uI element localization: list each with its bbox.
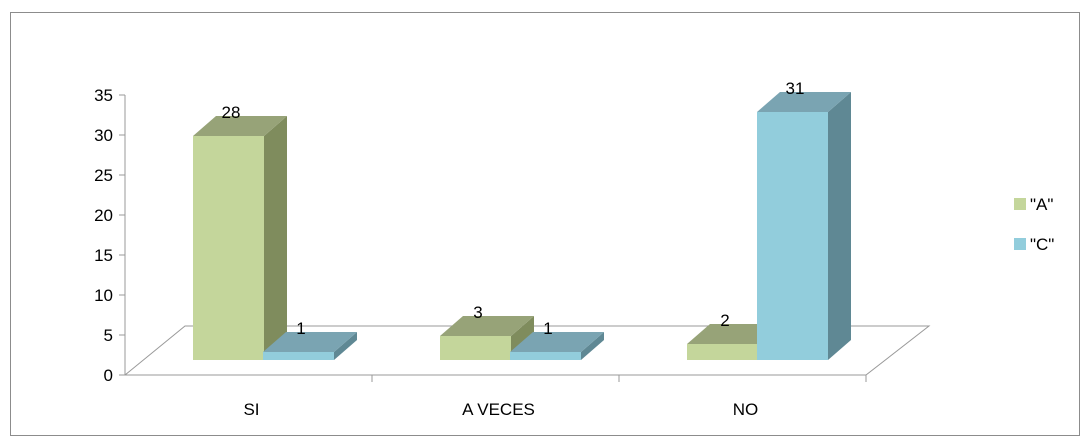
bar	[510, 332, 604, 360]
y-axis: 0 5 10 15 20 25 30 35	[94, 86, 126, 385]
bar	[263, 332, 357, 360]
x-axis: SI A VECES NO	[125, 374, 867, 419]
legend-entry: "A"	[1014, 195, 1053, 214]
bar-side	[581, 332, 604, 360]
x-tick-label: A VECES	[462, 400, 535, 419]
bar-top	[440, 316, 534, 336]
legend-label: "A"	[1030, 195, 1053, 214]
x-tick-label: SI	[243, 400, 259, 419]
bar-front	[757, 112, 828, 360]
bar-front	[193, 136, 264, 360]
bar	[193, 116, 287, 360]
bar-front	[440, 336, 511, 360]
y-tick-label: 15	[94, 246, 113, 265]
data-label: 1	[543, 319, 552, 338]
data-label: 28	[222, 103, 241, 122]
bar-front	[263, 352, 334, 360]
y-tick-label: 10	[94, 286, 113, 305]
bar-side	[264, 116, 287, 360]
bar	[757, 92, 851, 360]
bar-top	[193, 116, 287, 136]
bar	[440, 316, 534, 360]
data-label: 2	[720, 311, 729, 330]
bar-front	[687, 344, 758, 360]
y-tick-label: 20	[94, 206, 113, 225]
data-label: 3	[473, 303, 482, 322]
bar-top	[263, 332, 357, 352]
bar-side	[828, 92, 851, 360]
x-tick-label: NO	[733, 400, 759, 419]
chart-frame	[10, 12, 1080, 436]
bar-top	[757, 92, 851, 112]
y-tick-label: 30	[94, 126, 113, 145]
legend-entry: "C"	[1014, 235, 1054, 254]
y-tick-label: 0	[104, 366, 113, 385]
y-tick-label: 35	[94, 86, 113, 105]
legend-label: "C"	[1030, 235, 1054, 254]
legend-swatch	[1014, 198, 1026, 210]
legend-swatch	[1014, 238, 1026, 250]
bar-front	[510, 352, 581, 360]
data-label: 1	[296, 319, 305, 338]
data-label: 31	[786, 79, 805, 98]
y-tick-label: 5	[104, 326, 113, 345]
legend: "A" "C"	[1014, 195, 1054, 254]
bar-top	[510, 332, 604, 352]
y-tick-label: 25	[94, 166, 113, 185]
bar-side	[334, 332, 357, 360]
bars	[193, 92, 851, 360]
